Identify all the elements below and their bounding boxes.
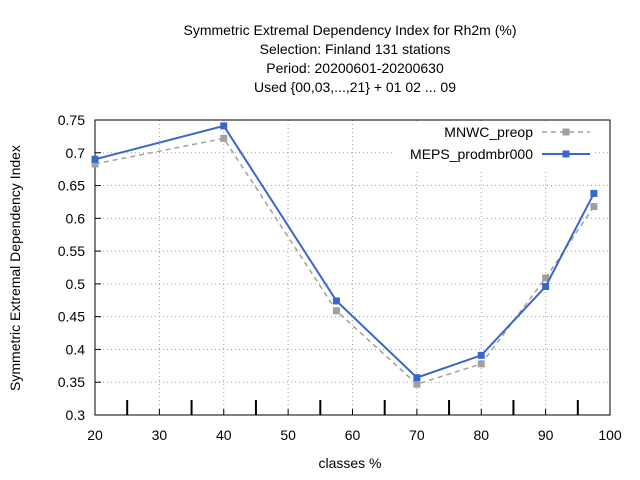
legend-label-meps: MEPS_prodmbr000: [410, 146, 533, 162]
data-point-0: [220, 134, 228, 142]
minor-ticks: [126, 400, 579, 415]
x-tick-label: 80: [473, 427, 489, 443]
data-point-1: [590, 189, 598, 197]
data-point-0: [590, 203, 598, 211]
x-tick-labels: 20 30 40 50 60 70 80 90 100: [87, 409, 622, 443]
chart-title: Symmetric Extremal Dependency Index for …: [184, 22, 517, 95]
y-tick-label: 0.3: [66, 407, 86, 423]
data-point-0: [332, 307, 340, 315]
data-point-0: [542, 274, 550, 282]
data-point-0: [477, 360, 485, 368]
x-tick-label: 100: [598, 427, 622, 443]
data-point-1: [332, 297, 340, 305]
x-tick-label: 30: [152, 427, 168, 443]
y-tick-label: 0.45: [58, 309, 85, 325]
title-line-3: Period: 20200601-20200630: [266, 60, 444, 76]
y-axis-label: Symmetric Extremal Dependency Index: [7, 145, 23, 391]
title-line-2: Selection: Finland 131 stations: [260, 41, 451, 57]
legend-marker-meps: [562, 150, 570, 158]
y-tick-label: 0.35: [58, 374, 85, 390]
series-line-0: [94, 137, 595, 386]
legend-label-mnwc: MNWC_preop: [444, 124, 533, 140]
y-tick-labels: 0.3 0.35 0.4 0.45 0.5 0.55 0.6 0.65 0.7 0.75: [58, 112, 101, 423]
legend-background: [392, 122, 595, 170]
series-layer: [91, 122, 598, 388]
x-axis-label: classes %: [318, 455, 381, 471]
x-tick-label: 70: [409, 427, 425, 443]
x-tick-label: 40: [216, 427, 232, 443]
data-point-0: [413, 380, 421, 388]
data-point-0: [91, 160, 99, 168]
x-tick-label: 90: [538, 427, 554, 443]
y-tick-label: 0.7: [66, 145, 86, 161]
x-tick-label: 20: [87, 427, 103, 443]
data-point-1: [413, 374, 421, 382]
title-line-4: Used {00,03,...,21} + 01 02 ... 09: [254, 79, 456, 95]
y-tick-label: 0.55: [58, 243, 85, 259]
data-point-1: [91, 155, 99, 163]
y-tick-label: 0.6: [66, 210, 86, 226]
y-tick-label: 0.75: [58, 112, 85, 128]
data-point-1: [220, 122, 228, 130]
y-tick-label: 0.65: [58, 178, 85, 194]
data-point-1: [477, 351, 485, 359]
legend: MNWC_preop MEPS_prodmbr000: [392, 122, 595, 170]
legend-marker-mnwc: [562, 128, 570, 136]
y-tick-label: 0.4: [66, 341, 86, 357]
data-point-1: [542, 283, 550, 291]
y-tick-label: 0.5: [66, 276, 86, 292]
title-line-1: Symmetric Extremal Dependency Index for …: [184, 22, 517, 38]
x-tick-label: 60: [345, 427, 361, 443]
x-tick-label: 50: [280, 427, 296, 443]
plot-frame: [94, 119, 611, 416]
